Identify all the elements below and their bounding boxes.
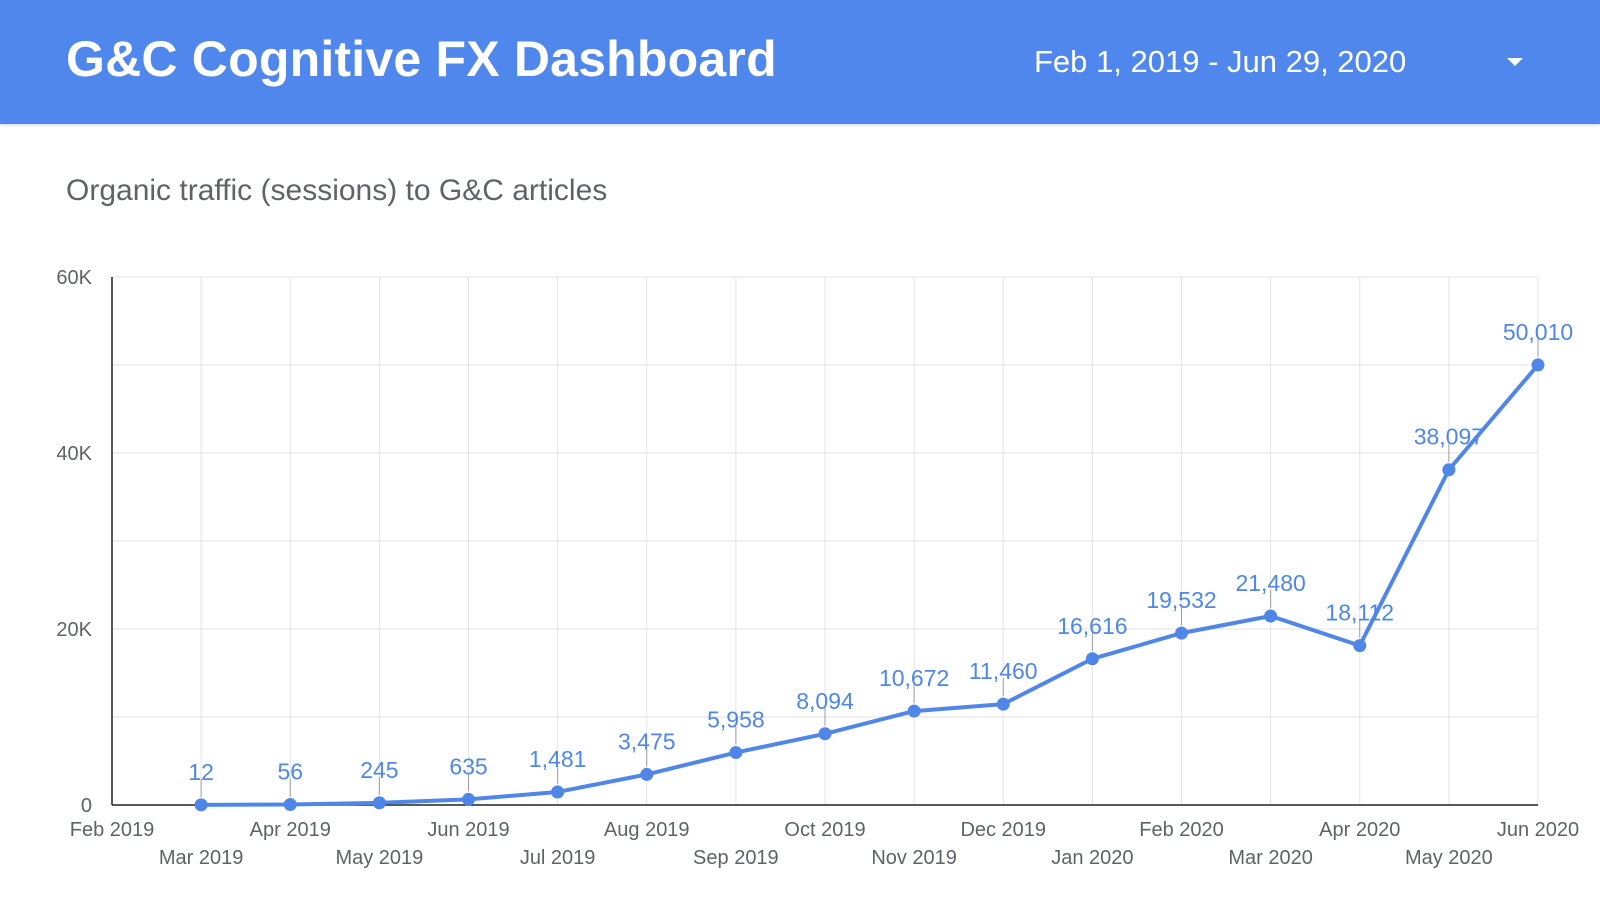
data-label: 1,481 [529, 746, 587, 772]
data-label: 16,616 [1057, 613, 1127, 639]
x-tick-label: Jun 2019 [427, 819, 509, 841]
series-line [199, 362, 1540, 807]
data-point [372, 796, 386, 810]
x-tick-label: Jan 2020 [1051, 847, 1133, 869]
x-tick-label: Mar 2020 [1228, 847, 1313, 869]
y-tick-label: 20K [56, 619, 92, 641]
chart-title: Organic traffic (sessions) to G&C articl… [66, 174, 608, 207]
data-label: 50,010 [1503, 319, 1573, 345]
data-label: 5,958 [707, 707, 765, 733]
data-label: 8,094 [796, 688, 854, 714]
data-label: 38,097 [1414, 424, 1484, 450]
x-tick-label: Feb 2019 [70, 819, 155, 841]
x-tick-label: Jul 2019 [520, 847, 596, 869]
data-label: 11,460 [969, 658, 1038, 684]
data-point [818, 727, 832, 741]
x-tick-label: Feb 2020 [1139, 819, 1224, 841]
data-point [1264, 609, 1278, 623]
x-tick-label: Jun 2020 [1497, 819, 1579, 841]
data-label: 10,672 [879, 665, 949, 691]
data-point [1353, 639, 1367, 653]
data-point [640, 767, 654, 781]
data-point [283, 798, 297, 812]
x-tick-label: May 2020 [1405, 847, 1493, 869]
data-point [907, 704, 921, 718]
x-tick-label: Apr 2019 [250, 819, 331, 841]
data-label: 245 [360, 757, 398, 783]
dashboard-header: G&C Cognitive FX Dashboard Feb 1, 2019 -… [0, 0, 1600, 124]
data-label: 19,532 [1146, 587, 1216, 613]
data-label: 3,475 [618, 728, 676, 754]
data-point [462, 792, 475, 806]
y-tick-label: 40K [56, 443, 92, 465]
x-tick-label: Sep 2019 [693, 847, 779, 869]
x-tick-label: Aug 2019 [604, 819, 690, 841]
x-tick-label: Oct 2019 [784, 819, 865, 841]
date-range-selector[interactable]: Feb 1, 2019 - Jun 29, 2020 [1012, 38, 1552, 88]
caret-down-icon [1507, 58, 1523, 66]
data-label: 635 [449, 753, 487, 779]
y-tick-label: 60K [56, 267, 92, 289]
data-point [551, 785, 565, 799]
x-tick-label: May 2019 [335, 847, 423, 869]
data-point [1531, 358, 1545, 372]
data-point [996, 697, 1010, 711]
data-label: 21,480 [1235, 570, 1305, 596]
data-point [729, 746, 743, 760]
x-tick-label: Apr 2020 [1319, 819, 1400, 841]
data-point [1175, 626, 1188, 640]
data-point [194, 798, 208, 812]
y-tick-label: 0 [81, 795, 92, 817]
data-point [1442, 463, 1456, 477]
data-label: 18,112 [1325, 600, 1394, 626]
date-range-label: Feb 1, 2019 - Jun 29, 2020 [1034, 44, 1407, 79]
data-point [1085, 652, 1099, 666]
dashboard-title: G&C Cognitive FX Dashboard [66, 31, 777, 87]
x-tick-label: Dec 2019 [960, 819, 1046, 841]
data-label: 12 [188, 759, 214, 785]
data-label: 56 [277, 759, 303, 785]
x-tick-label: Nov 2019 [871, 847, 957, 869]
x-tick-label: Mar 2019 [159, 847, 244, 869]
